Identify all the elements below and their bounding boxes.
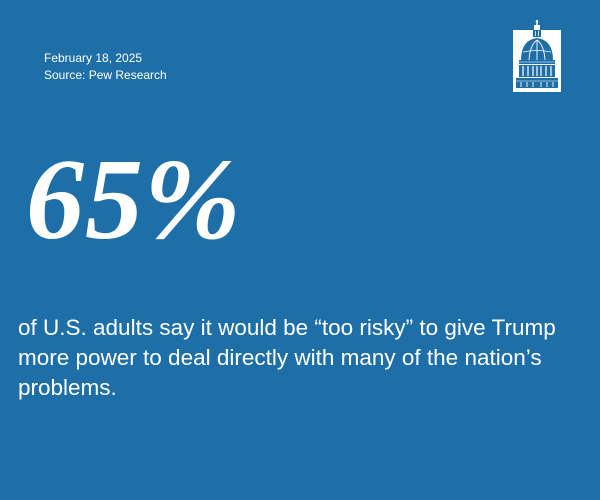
stat-statement: of U.S. adults say it would be “too risk… — [18, 315, 556, 400]
capitol-dome-icon — [513, 20, 561, 92]
publish-date: February 18, 2025 — [44, 51, 143, 65]
source-credit: Source: Pew Research — [44, 68, 167, 82]
headline-percentage: 65% — [26, 136, 242, 264]
meta-info: February 18, 2025 Source: Pew Research — [44, 50, 167, 84]
